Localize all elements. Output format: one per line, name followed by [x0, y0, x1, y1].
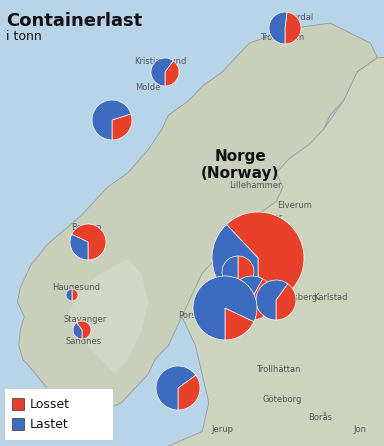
- Text: Norge
(Norway): Norge (Norway): [201, 149, 279, 181]
- Text: Harpsberg: Harpsberg: [273, 293, 317, 302]
- Wedge shape: [66, 289, 72, 301]
- Text: Hamar: Hamar: [254, 214, 282, 223]
- Text: Dra: Dra: [212, 265, 228, 274]
- Wedge shape: [212, 224, 258, 304]
- Text: Stavanger: Stavanger: [63, 315, 107, 325]
- Wedge shape: [225, 308, 254, 340]
- FancyBboxPatch shape: [4, 388, 113, 440]
- Wedge shape: [72, 224, 106, 260]
- Wedge shape: [156, 366, 196, 410]
- Wedge shape: [72, 289, 78, 301]
- Text: Tøn: Tøn: [244, 289, 260, 298]
- Text: Lastet: Lastet: [30, 417, 69, 430]
- Wedge shape: [252, 279, 274, 320]
- Wedge shape: [238, 256, 254, 288]
- Text: Sandnes: Sandnes: [66, 338, 102, 347]
- Text: Losset: Losset: [30, 397, 70, 410]
- Wedge shape: [193, 276, 257, 340]
- Polygon shape: [18, 23, 377, 414]
- Text: Krist: Krist: [159, 376, 177, 384]
- Text: Jon: Jon: [354, 425, 366, 434]
- Text: Porsgrunn: Porsgrunn: [179, 311, 222, 321]
- Polygon shape: [121, 58, 384, 446]
- Text: Molde: Molde: [135, 83, 161, 92]
- Wedge shape: [73, 323, 82, 339]
- Wedge shape: [178, 375, 200, 410]
- Wedge shape: [112, 114, 132, 140]
- Wedge shape: [276, 284, 296, 320]
- Bar: [12, 418, 24, 430]
- Wedge shape: [285, 12, 301, 44]
- Wedge shape: [92, 100, 131, 140]
- Text: Borås: Borås: [308, 413, 332, 422]
- Wedge shape: [70, 234, 88, 260]
- Wedge shape: [256, 280, 288, 320]
- Text: Skien: Skien: [207, 296, 230, 305]
- Wedge shape: [269, 12, 287, 44]
- Text: Elverum: Elverum: [278, 201, 313, 210]
- Text: Karlstad: Karlstad: [313, 293, 347, 302]
- Text: Containerlast: Containerlast: [6, 12, 142, 30]
- Wedge shape: [222, 256, 238, 288]
- Wedge shape: [165, 61, 179, 86]
- Text: Bergen: Bergen: [71, 223, 101, 232]
- Text: Kristiansund: Kristiansund: [134, 58, 186, 66]
- Text: San: San: [215, 253, 231, 263]
- Text: Jerup: Jerup: [211, 425, 233, 434]
- Text: Stjørdal: Stjørdal: [282, 13, 314, 22]
- Text: Göteborg: Göteborg: [262, 396, 302, 405]
- Text: Fana: Fana: [78, 249, 98, 259]
- Text: Haugesund: Haugesund: [52, 282, 100, 292]
- Polygon shape: [67, 259, 148, 374]
- Wedge shape: [230, 276, 263, 320]
- Wedge shape: [77, 321, 91, 339]
- Wedge shape: [151, 58, 173, 86]
- Text: Trollhättan: Trollhättan: [256, 366, 300, 375]
- Text: i tonn: i tonn: [6, 30, 42, 43]
- Text: Lillehammer: Lillehammer: [229, 181, 281, 190]
- Bar: [12, 398, 24, 410]
- Wedge shape: [227, 212, 304, 304]
- Text: Trondheim: Trondheim: [260, 33, 304, 42]
